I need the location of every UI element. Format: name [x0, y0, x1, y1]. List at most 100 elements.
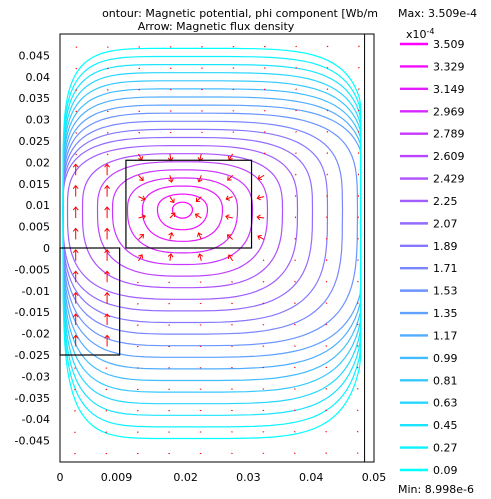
- contour-line: [66, 145, 299, 300]
- flux-arrow: [295, 88, 298, 91]
- plot-subtitle: Arrow: Magnetic flux density: [138, 20, 295, 33]
- flux-arrow: [75, 153, 78, 156]
- colorbar-level-label: 0.63: [433, 397, 458, 410]
- y-tick-label: -0.035: [15, 392, 50, 405]
- flux-arrow: [294, 302, 296, 305]
- flux-arrow: [262, 323, 265, 326]
- flux-arrow: [326, 109, 329, 112]
- contour-line: [62, 47, 362, 440]
- flux-arrow-head: [141, 214, 146, 220]
- flux-arrow: [263, 67, 266, 69]
- y-tick-label: 0.04: [26, 71, 51, 84]
- flux-arrow: [198, 232, 202, 240]
- y-tick-label: 0.015: [19, 178, 51, 191]
- flux-arrow: [356, 323, 359, 326]
- colorbar-level-label: 1.89: [433, 240, 458, 253]
- flux-arrow: [356, 452, 359, 454]
- contour-line: [62, 136, 314, 312]
- flux-arrow: [294, 237, 296, 240]
- flux-arrow: [262, 280, 265, 283]
- flux-arrow: [356, 302, 359, 304]
- flux-arrow: [294, 259, 296, 262]
- flux-arrow: [138, 174, 144, 181]
- region-coil: [125, 159, 253, 249]
- flux-arrow-head: [257, 175, 263, 180]
- y-tick-label: 0.045: [19, 49, 51, 62]
- flux-arrow: [232, 131, 235, 133]
- flux-arrow: [325, 302, 328, 304]
- flux-arrow: [357, 152, 360, 155]
- colorbar-level-label: 0.27: [433, 442, 458, 455]
- flux-arrow: [74, 367, 76, 369]
- flux-arrow: [262, 259, 265, 262]
- flux-arrow-head: [168, 231, 174, 237]
- flux-arrow: [325, 366, 328, 369]
- flux-arrow: [326, 152, 329, 155]
- contour-lines: [62, 47, 362, 440]
- flux-arrow-head: [227, 176, 232, 181]
- contour-line: [62, 55, 362, 428]
- flux-arrow: [169, 212, 176, 219]
- flux-arrow: [169, 196, 175, 203]
- flux-arrow: [74, 388, 76, 391]
- flux-arrow-head: [72, 249, 79, 254]
- flux-arrow: [293, 323, 296, 326]
- contour-line: [81, 153, 284, 289]
- flux-arrow-head: [72, 184, 79, 189]
- plot-title: ontour: Magnetic potential, phi componen…: [102, 7, 378, 20]
- y-tick-label: 0.025: [19, 135, 51, 148]
- x-axis-ticks: 0 0.009 0.02 0.03 0.04 0.05: [57, 471, 387, 484]
- plot-frame: [59, 33, 375, 463]
- flux-arrow: [325, 430, 328, 433]
- flux-arrow: [257, 196, 265, 199]
- flux-arrow-head: [227, 254, 233, 259]
- colorbar-level-label: 3.329: [433, 60, 465, 73]
- flux-arrow: [75, 46, 78, 48]
- colorbar-level-label: 0.81: [433, 374, 458, 387]
- flux-arrow: [326, 88, 329, 91]
- flux-arrow: [356, 387, 359, 390]
- flux-arrow-head: [257, 234, 262, 240]
- flux-arrow: [295, 109, 297, 112]
- flux-arrow-head: [197, 177, 203, 183]
- flux-arrow: [138, 215, 146, 219]
- flux-arrow: [75, 110, 78, 113]
- geometry-regions: [59, 159, 253, 356]
- flux-arrow: [106, 132, 109, 134]
- y-tick-label: 0.02: [26, 156, 51, 169]
- colorbar-level-label: 1.71: [433, 262, 458, 275]
- colorbar-level-label: 2.789: [433, 128, 465, 141]
- flux-arrow: [228, 254, 234, 262]
- flux-arrow-head: [139, 233, 145, 239]
- flux-arrow-head: [169, 198, 175, 204]
- flux-arrow-head: [168, 178, 174, 183]
- y-tick-label: -0.005: [15, 263, 50, 276]
- flux-arrow: [106, 89, 109, 91]
- flux-arrow: [357, 109, 360, 112]
- flux-arrow: [228, 153, 234, 161]
- flux-arrow: [257, 235, 265, 240]
- flux-arrow: [263, 152, 266, 155]
- flux-arrow-head: [256, 194, 261, 201]
- colorbar-level-label: 2.609: [433, 150, 465, 163]
- flux-arrow-head: [195, 197, 201, 203]
- flux-arrow-head: [197, 253, 204, 258]
- x-tick-label: 0: [57, 471, 64, 484]
- flux-arrow: [75, 89, 78, 91]
- flux-arrow-head: [139, 176, 144, 182]
- flux-arrow: [326, 66, 329, 69]
- flux-arrow: [293, 345, 296, 347]
- flux-arrow: [357, 130, 360, 133]
- colorbar-level-label: 2.969: [433, 105, 465, 118]
- flux-arrow: [295, 67, 298, 69]
- y-tick-label: -0.02: [22, 328, 50, 341]
- flux-arrow: [169, 153, 172, 161]
- flux-arrow-head: [104, 249, 110, 254]
- y-tick-label: -0.04: [22, 413, 50, 426]
- colorbar-level-label: 0.45: [433, 419, 458, 432]
- flux-arrow-head: [138, 254, 144, 259]
- flux-arrow-head: [170, 212, 176, 218]
- colorbar-level-label: 0.99: [433, 352, 458, 365]
- flux-arrow: [257, 174, 265, 180]
- flux-arrow: [262, 302, 265, 305]
